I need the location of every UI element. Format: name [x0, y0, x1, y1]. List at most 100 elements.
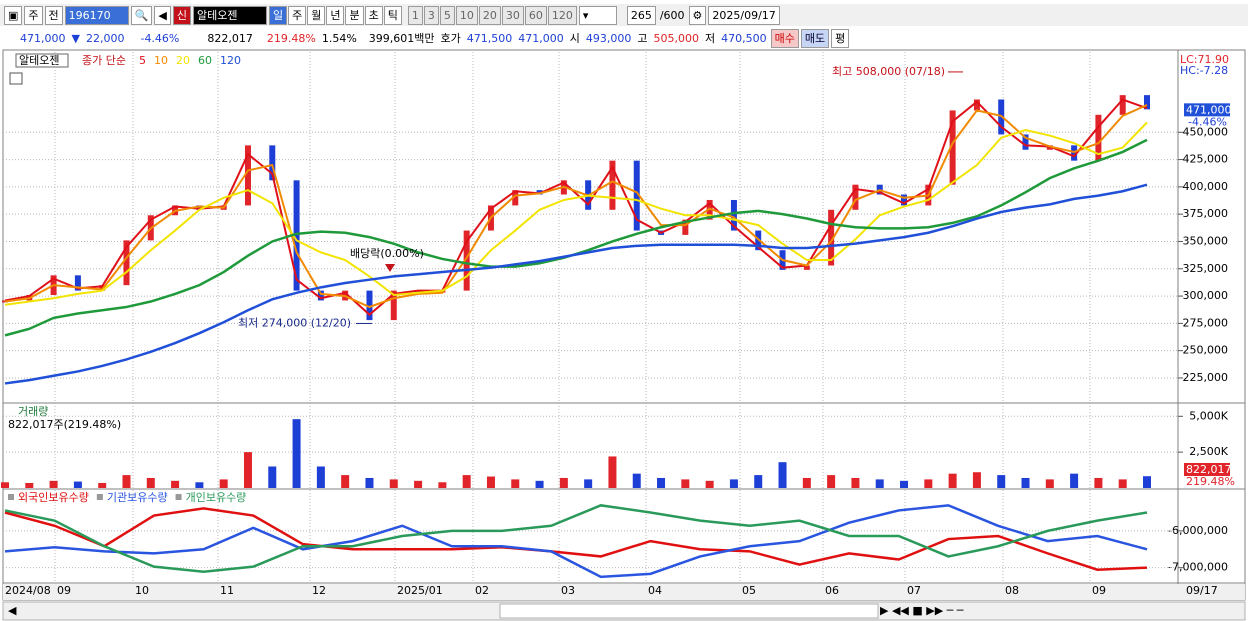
- candle: [1144, 95, 1150, 110]
- price: 471,000: [20, 31, 66, 45]
- y-tick-label: -6,000,000: [1168, 524, 1228, 537]
- scroll-controls[interactable]: ▶ ◀◀ ■ ▶▶ ─ ─: [880, 604, 964, 617]
- interval-button[interactable]: 20: [478, 5, 501, 25]
- icon[interactable]: ▣: [4, 5, 23, 25]
- volume-bar: [365, 477, 374, 488]
- volume-bar: [535, 480, 544, 488]
- interval-button[interactable]: 1: [407, 5, 423, 25]
- avg-button[interactable]: 평: [831, 28, 850, 48]
- candle: [901, 194, 908, 206]
- sell-button[interactable]: 매도: [800, 28, 830, 48]
- volume-bar: [73, 481, 82, 488]
- interval-button[interactable]: 120: [547, 5, 577, 25]
- tab-select[interactable]: 주: [24, 5, 43, 25]
- dividend-marker: [385, 264, 395, 272]
- volume-bar: [632, 473, 641, 488]
- y-tick-label: -7,000,000: [1168, 561, 1228, 574]
- name-box: [15, 53, 69, 68]
- volume-bar: [729, 479, 738, 488]
- candle: [390, 290, 397, 321]
- scroll-thumb[interactable]: [499, 603, 879, 619]
- code-input[interactable]: 196170: [64, 5, 129, 25]
- count[interactable]: 265: [626, 5, 656, 25]
- candle: [682, 219, 689, 235]
- volume-bar: [1021, 477, 1030, 488]
- search[interactable]: 🔍: [130, 5, 153, 25]
- interval-button[interactable]: 5: [439, 5, 455, 25]
- volume-bar: [584, 479, 593, 488]
- x-tick-label: 02: [475, 584, 489, 597]
- last-vol-rate: 219.48%: [1186, 475, 1235, 488]
- volume-bar: [802, 477, 811, 488]
- quote-bar: 471,000 ▼ 22,000 -4.46% 822,017 219.48% …: [0, 27, 1248, 49]
- volume-bar: [49, 480, 58, 488]
- candle: [1046, 145, 1053, 150]
- volume-bar: [486, 476, 495, 488]
- interval-button[interactable]: 10: [455, 5, 478, 25]
- period-button[interactable]: 월: [307, 5, 326, 25]
- dropdown[interactable]: ▾: [578, 5, 617, 25]
- interval-button[interactable]: 60: [524, 5, 547, 25]
- candle: [1119, 95, 1126, 115]
- bid: 471,500: [466, 31, 513, 45]
- series-line: [4, 183, 1148, 385]
- table-icon[interactable]: [9, 72, 23, 85]
- x-tick-label: 10: [135, 584, 149, 597]
- volume-bar: [559, 477, 568, 488]
- volume-bar: [462, 475, 471, 488]
- series-line: [4, 98, 1148, 316]
- x-tick-label: 12: [312, 584, 326, 597]
- hc-label: HC:-7.28: [1180, 64, 1228, 77]
- period-button[interactable]: 일: [268, 5, 288, 25]
- last-box: [1184, 103, 1230, 117]
- legend-label: 외국인보유수량: [18, 491, 89, 504]
- amount: 399,601백만: [368, 32, 435, 45]
- dividend-annotation: 배당락(0.00%): [350, 247, 424, 260]
- change: 22,000: [85, 31, 125, 45]
- volume-bar: [924, 479, 933, 488]
- count-max: /600: [659, 8, 685, 22]
- prev-button[interactable]: 전: [44, 5, 63, 25]
- interval-button[interactable]: 30: [501, 5, 524, 25]
- date[interactable]: 2025/09/17: [708, 5, 780, 25]
- volume-bar: [438, 482, 447, 488]
- legend-swatch: [8, 494, 14, 500]
- legend-label: 60: [198, 54, 212, 67]
- x-tick-label: 05: [742, 584, 756, 597]
- legend-label: 20: [176, 54, 190, 67]
- tool-icon[interactable]: ⚙: [688, 5, 707, 25]
- y-tick-label: 2,500K: [1189, 445, 1228, 458]
- scroll-left[interactable]: ◀: [8, 604, 17, 617]
- turnover: 1.54%: [321, 31, 357, 45]
- volume-title: 거래량: [18, 405, 48, 418]
- candle: [828, 209, 835, 266]
- open-label: 시: [569, 32, 580, 45]
- y-tick-label: 400,000: [1183, 180, 1229, 193]
- period-button[interactable]: 분: [345, 5, 364, 25]
- period-button[interactable]: 초: [364, 5, 383, 25]
- period-button[interactable]: 주: [288, 5, 307, 25]
- vol-rate: 219.48%: [266, 31, 316, 45]
- y-tick-label: 250,000: [1183, 344, 1229, 357]
- sound[interactable]: ◀: [154, 5, 171, 25]
- candle: [949, 110, 956, 185]
- volume-bar: [875, 479, 884, 488]
- series-line: [4, 104, 1148, 309]
- x-tick-label: 04: [648, 584, 662, 597]
- period-button[interactable]: 년: [326, 5, 345, 25]
- x-tick-label: 09: [57, 584, 71, 597]
- y-tick-label: 300,000: [1183, 289, 1229, 302]
- interval-button[interactable]: 3: [423, 5, 439, 25]
- volume-bar: [1143, 476, 1151, 488]
- period-button[interactable]: 틱: [383, 5, 402, 25]
- legend-label: 5: [139, 54, 146, 67]
- candle: [1022, 134, 1029, 150]
- down-mark: ▼: [71, 31, 80, 45]
- y-tick-label: 350,000: [1183, 234, 1229, 247]
- series-line: [4, 504, 1148, 574]
- buy-button[interactable]: 매수: [770, 28, 799, 48]
- candle: [123, 240, 130, 286]
- volume: 822,017: [207, 31, 253, 45]
